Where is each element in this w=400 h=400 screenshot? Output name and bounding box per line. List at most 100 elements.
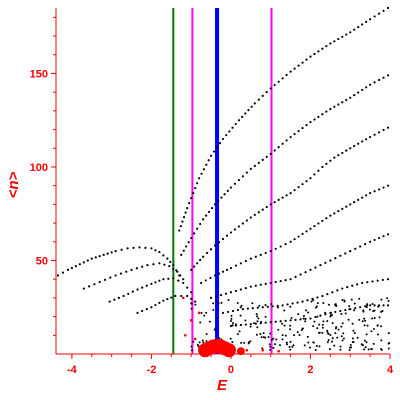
data-point [166,298,169,301]
data-point [217,199,220,203]
data-point [337,210,340,213]
data-point [231,309,235,313]
data-point [226,189,229,193]
data-point [180,294,183,298]
data-point [313,224,316,228]
data-point [324,311,327,314]
data-point [200,281,203,285]
data-point [352,329,355,332]
data-point [351,322,354,325]
vertical-lines [172,8,273,354]
data-point [256,315,259,318]
data-point [386,297,389,300]
data-point [310,300,313,303]
data-point [213,328,216,331]
data-point [305,309,308,312]
data-point [132,246,135,249]
data-point [201,339,204,342]
data-point [158,279,161,282]
data-point [209,154,213,157]
data-point [119,272,123,275]
data-point [341,298,344,301]
data-point [281,338,284,341]
data-point [249,325,252,328]
data-point [106,252,109,255]
data-point [270,303,273,306]
data-point [357,91,360,94]
data-point [281,142,284,145]
data-point [234,264,238,267]
data-point [345,205,348,208]
data-point [348,308,351,311]
data-point [373,133,376,136]
data-point [349,147,352,150]
data-point [269,332,272,335]
data-point [240,341,243,344]
data-point [366,281,369,284]
data-point [348,305,351,308]
data-point [220,196,223,199]
data-point [269,321,272,324]
data-point [238,330,241,333]
data-point [218,337,221,340]
data-point [172,267,175,271]
data-point [369,240,372,243]
data-point [150,247,153,250]
data-point [190,197,193,200]
data-point [269,152,272,155]
data-point [339,348,342,351]
data-point [170,296,173,299]
data-point [361,140,364,143]
data-point [275,338,278,341]
data-point [377,78,381,82]
data-point [312,299,315,302]
data-point [337,328,340,331]
data-point [61,271,65,274]
data-point [277,349,280,353]
data-point [354,307,357,310]
data-point [205,214,208,217]
data-point [364,305,367,308]
data-point [326,329,329,332]
data-point [291,302,294,305]
data-point [257,211,260,214]
data-point [264,303,267,306]
data-point [364,346,367,349]
data-point [168,264,171,268]
data-point [317,50,320,53]
data-point [237,119,241,122]
data-point [258,304,261,307]
data-point [378,316,381,319]
data-point [264,251,267,255]
data-point [172,277,175,280]
data-point [186,286,189,289]
data-point [231,341,234,344]
data-point [380,310,383,313]
data-point [317,331,320,334]
data-point [281,322,284,325]
data-point [304,320,307,323]
data-point [190,268,193,271]
data-point [182,249,185,252]
data-point [337,154,340,157]
data-point [239,306,242,309]
data-point [289,192,292,195]
data-point [249,322,252,326]
data-point [136,311,139,314]
data-point [231,322,234,325]
data-point [382,128,385,132]
data-point [187,241,190,244]
data-point [182,281,185,285]
data-point [334,327,337,330]
data-point [361,281,364,285]
data-point [301,232,304,236]
data-point [305,123,308,127]
data-point [386,184,390,187]
data-point [353,332,356,335]
data-point [339,309,342,313]
data-point [317,115,320,118]
y-tick-label: 50 [36,255,48,267]
data-point [181,220,184,223]
data-point [297,313,300,316]
data-point [381,310,384,313]
